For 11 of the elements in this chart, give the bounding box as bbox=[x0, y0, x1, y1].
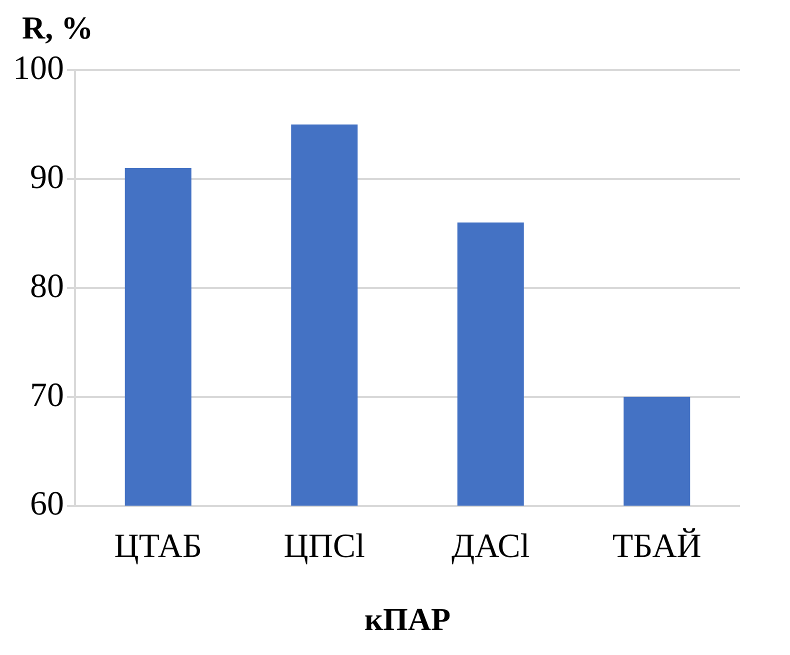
y-tick-label: 100 bbox=[13, 50, 64, 87]
y-tick-label: 60 bbox=[30, 486, 64, 523]
x-tick-label: ДАСl bbox=[452, 528, 530, 566]
x-axis-title: кПАР bbox=[364, 601, 450, 638]
x-tick-label: ТБАЙ bbox=[612, 528, 702, 566]
x-tick-label: ЦТАБ bbox=[114, 528, 202, 566]
x-tick-label: ЦПСl bbox=[284, 528, 365, 566]
y-tick-label: 90 bbox=[30, 158, 64, 196]
y-tick-label: 80 bbox=[30, 268, 64, 305]
y-tick-label: 70 bbox=[30, 376, 64, 414]
y-axis-title: R, % bbox=[22, 9, 94, 46]
